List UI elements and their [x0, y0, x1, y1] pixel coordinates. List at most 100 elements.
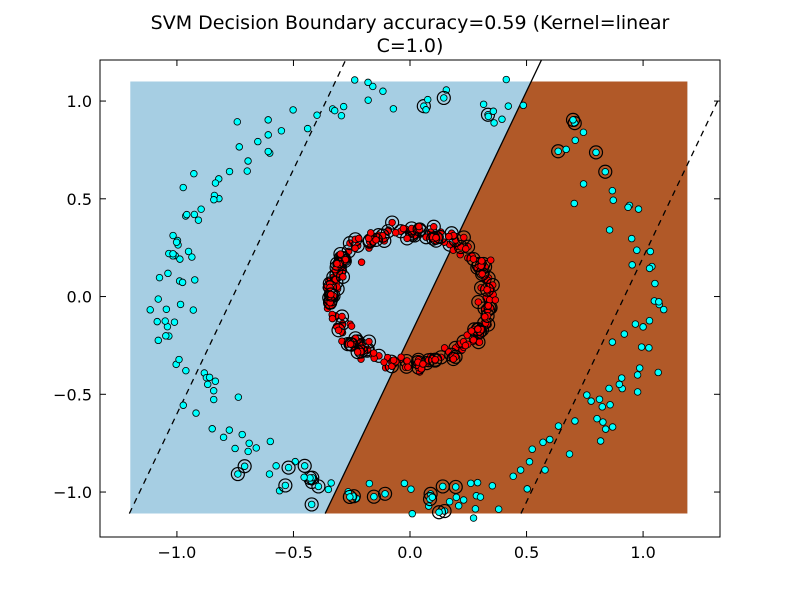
data-point-outer	[369, 82, 377, 91]
support-vector-ring	[428, 352, 443, 367]
data-point-inner	[357, 355, 365, 363]
y-tick-label: −1.0	[53, 483, 92, 502]
data-point-outer	[562, 145, 570, 154]
data-point-outer	[633, 246, 641, 254]
data-point-outer	[525, 458, 534, 466]
support-vector-ring	[342, 489, 357, 505]
x-tick-label: 0.5	[514, 543, 539, 562]
data-point-outer	[178, 278, 187, 287]
y-tick-label: −0.5	[53, 385, 92, 404]
data-point-outer	[164, 269, 172, 278]
data-point-outer	[277, 127, 286, 135]
data-point-outer	[364, 78, 372, 87]
support-vector-ring	[334, 309, 350, 324]
x-tick-label: −1.0	[157, 543, 196, 562]
data-point-outer	[605, 226, 614, 234]
data-point-outer	[471, 505, 480, 513]
data-point-outer	[473, 478, 482, 487]
data-point-outer	[571, 417, 579, 425]
data-point-inner	[334, 326, 343, 334]
data-point-outer	[400, 479, 409, 488]
data-point-inner	[477, 257, 486, 265]
y-tick-label: 0.0	[67, 288, 92, 307]
support-vector-ring	[304, 497, 319, 512]
data-point-outer	[191, 276, 199, 284]
support-vector-ring	[329, 256, 345, 271]
data-point-outer	[339, 102, 348, 111]
data-point-inner	[489, 281, 497, 289]
support-vector-ring	[428, 230, 444, 245]
data-point-outer	[428, 493, 436, 501]
data-point-inner	[326, 283, 334, 292]
data-point-outer	[660, 305, 668, 314]
data-point-outer	[244, 447, 252, 456]
data-point-outer	[654, 368, 662, 377]
data-point-outer	[364, 96, 372, 104]
data-point-outer	[210, 395, 218, 404]
decision-regions	[130, 81, 688, 514]
data-point-outer	[519, 101, 528, 110]
data-point-outer	[592, 148, 600, 157]
data-point-outer	[596, 437, 605, 445]
y-tick-label: 1.0	[67, 92, 92, 111]
data-point-outer	[264, 116, 272, 124]
data-point-outer	[617, 374, 626, 382]
data-point-outer	[240, 462, 249, 470]
data-point-outer	[266, 437, 275, 446]
data-point-outer	[579, 128, 588, 137]
data-point-inner	[469, 255, 478, 263]
data-point-outer	[579, 180, 588, 188]
data-point-inner	[462, 245, 470, 253]
data-point-outer	[469, 514, 478, 522]
data-point-outer	[243, 167, 251, 175]
support-vector-ring	[446, 351, 461, 367]
support-vector-ring	[436, 90, 451, 106]
support-vector-ring	[471, 294, 486, 310]
data-point-outer	[523, 485, 531, 493]
data-point-outer	[219, 433, 228, 442]
data-point-inner	[491, 296, 500, 304]
data-point-inner	[389, 356, 398, 364]
x-tick-label: −0.5	[274, 543, 313, 562]
data-point-outer	[528, 445, 536, 453]
data-point-outer	[291, 457, 299, 466]
support-vector-ring	[343, 337, 358, 352]
data-point-inner	[388, 218, 396, 227]
data-point-outer	[210, 196, 218, 204]
support-vector-ring	[448, 349, 463, 364]
axis-ticks: −1.0 −0.5 0.0 0.5 1.0 −1.0 −0.5 0.0 0.5 1.0	[53, 60, 720, 562]
data-point-outer	[435, 508, 443, 516]
data-point-outer	[155, 273, 164, 282]
support-vector-ring	[422, 491, 438, 507]
data-point-outer	[313, 111, 321, 119]
data-point-outer	[645, 316, 654, 325]
data-point-inner	[391, 229, 400, 237]
data-point-outer	[422, 106, 430, 114]
data-point-outer	[494, 505, 503, 513]
support-vector-ring	[331, 323, 346, 338]
data-point-outer	[615, 380, 624, 389]
decision-boundary-line	[324, 60, 543, 514]
data-point-outer	[153, 317, 161, 326]
data-point-outer	[154, 295, 162, 303]
region-class1	[325, 81, 688, 514]
data-point-outer	[146, 306, 154, 314]
data-point-outer	[454, 502, 463, 510]
data-point-outer	[634, 205, 643, 213]
data-point-outer	[172, 238, 181, 246]
data-point-outer	[570, 199, 578, 208]
data-point-inner	[460, 233, 468, 242]
data-point-outer	[651, 279, 659, 288]
data-point-outer	[598, 403, 606, 411]
data-point-inner	[346, 340, 355, 348]
data-point-outer	[379, 87, 387, 95]
support-vector-ring	[565, 112, 581, 127]
data-point-outer	[346, 493, 354, 501]
data-point-outer	[233, 118, 241, 126]
data-point-outer	[175, 355, 183, 364]
data-point-outer	[204, 380, 212, 389]
data-point-outer	[234, 470, 242, 478]
data-point-outer	[169, 250, 177, 258]
data-point-outer	[197, 205, 205, 213]
data-point-outer	[194, 216, 203, 224]
